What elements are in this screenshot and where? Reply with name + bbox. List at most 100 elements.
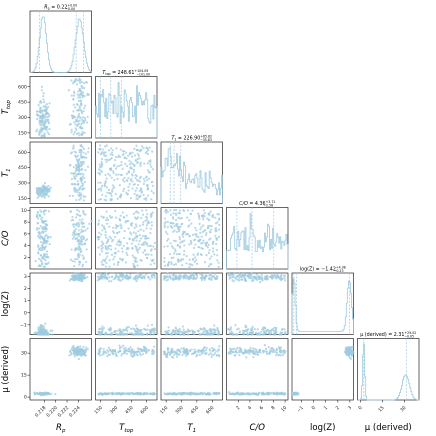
sample-point	[135, 225, 138, 228]
sample-point	[81, 130, 84, 134]
sample-point	[115, 227, 118, 230]
sample-point	[150, 253, 153, 256]
sample-point	[238, 346, 242, 349]
sample-point	[177, 348, 180, 351]
sample-point	[130, 233, 133, 236]
sample-point	[75, 151, 78, 154]
sample-point	[46, 331, 49, 334]
sample-point	[143, 162, 146, 165]
sample-point	[168, 274, 171, 277]
sample-point	[135, 197, 138, 200]
panel-frame	[226, 207, 289, 270]
sample-point	[195, 258, 198, 262]
sample-point	[139, 393, 142, 396]
sample-point	[178, 259, 181, 262]
sample-point	[191, 233, 195, 236]
sample-point	[72, 110, 75, 113]
sample-point	[74, 274, 77, 277]
sample-point	[103, 260, 106, 263]
sample-point	[147, 171, 151, 174]
sample-point	[98, 144, 102, 147]
sample-point	[137, 275, 140, 278]
sample-point	[50, 392, 53, 395]
sample-point	[197, 245, 200, 249]
x-axis-label-T1: T1	[187, 423, 196, 434]
sample-point	[149, 163, 152, 166]
sample-point	[276, 392, 280, 395]
sample-point	[82, 119, 85, 122]
sample-point	[145, 198, 148, 201]
sample-point	[127, 154, 130, 157]
sample-point	[145, 273, 148, 276]
sample-point	[109, 328, 113, 331]
sample-point	[136, 158, 139, 161]
sample-point	[138, 224, 142, 227]
sample-point	[212, 327, 215, 331]
sample-point	[139, 237, 143, 240]
sample-point	[135, 194, 138, 197]
sample-point	[261, 328, 264, 331]
sample-point	[120, 333, 123, 336]
sample-point	[117, 275, 120, 279]
sample-point	[42, 209, 45, 212]
x-axis-label-logZ: log(Z)	[310, 423, 335, 433]
sample-point	[165, 393, 168, 396]
sample-point	[217, 353, 220, 357]
sample-point	[118, 184, 121, 187]
sample-point	[101, 276, 104, 279]
scatter-logZ-vs-Ttop	[96, 271, 156, 336]
sample-point	[78, 198, 81, 201]
sample-point	[272, 351, 275, 354]
sample-point	[150, 328, 154, 331]
scatter-mu-vs-Rp	[33, 344, 89, 397]
sample-point	[75, 350, 79, 353]
sample-point	[249, 346, 252, 350]
sample-point	[80, 118, 83, 121]
sample-point	[136, 354, 139, 357]
sample-point	[115, 243, 118, 246]
sample-point	[80, 228, 83, 231]
sample-point	[104, 265, 108, 268]
sample-point	[46, 188, 49, 191]
sample-point	[110, 331, 113, 334]
sample-point	[190, 348, 193, 351]
scatter-logZ-vs-CO	[227, 271, 287, 336]
sample-point	[238, 276, 241, 279]
sample-point	[137, 230, 140, 233]
sample-point	[202, 209, 205, 212]
sample-point	[102, 348, 105, 351]
sample-point	[163, 275, 166, 278]
sample-point	[190, 242, 193, 245]
sample-point	[273, 349, 276, 352]
sample-point	[145, 347, 148, 351]
sample-point	[248, 349, 252, 352]
x-tick-label-Rp: 0.224	[68, 405, 82, 419]
sample-point	[140, 348, 143, 352]
sample-point	[208, 278, 211, 281]
title-mu: μ (derived) = 2.31+29.02 −0.05	[360, 331, 416, 339]
sample-point	[122, 150, 126, 153]
x-tick-label-mu: 0	[357, 405, 363, 411]
sample-point	[118, 230, 121, 234]
sample-point	[230, 276, 233, 279]
sample-point	[82, 195, 85, 198]
sample-point	[73, 186, 77, 189]
sample-point	[118, 219, 122, 222]
sample-point	[78, 87, 81, 91]
x-axis-label-Rp: Rp	[56, 423, 66, 434]
sample-point	[136, 272, 139, 275]
sample-point	[212, 353, 215, 356]
sample-point	[37, 235, 40, 238]
sample-point	[205, 253, 208, 257]
sample-point	[134, 159, 137, 162]
sample-point	[145, 227, 148, 230]
sample-point	[108, 280, 111, 283]
sample-point	[116, 225, 119, 228]
sample-point	[125, 157, 128, 160]
sample-point	[103, 182, 106, 186]
sample-point	[208, 328, 211, 331]
sample-point	[163, 352, 166, 355]
sample-point	[232, 272, 235, 276]
sample-point	[111, 240, 114, 243]
sample-point	[265, 392, 268, 395]
